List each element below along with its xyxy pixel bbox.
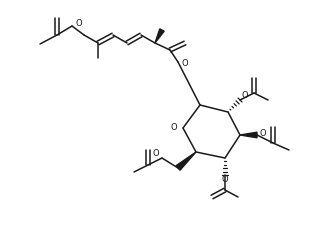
Polygon shape xyxy=(176,152,196,170)
Text: O: O xyxy=(260,130,267,138)
Text: O: O xyxy=(152,150,159,158)
Text: O: O xyxy=(222,176,228,184)
Polygon shape xyxy=(155,29,164,43)
Text: O: O xyxy=(242,92,249,100)
Text: O: O xyxy=(76,20,83,28)
Text: O: O xyxy=(170,124,177,132)
Polygon shape xyxy=(240,132,257,138)
Text: O: O xyxy=(182,60,188,68)
